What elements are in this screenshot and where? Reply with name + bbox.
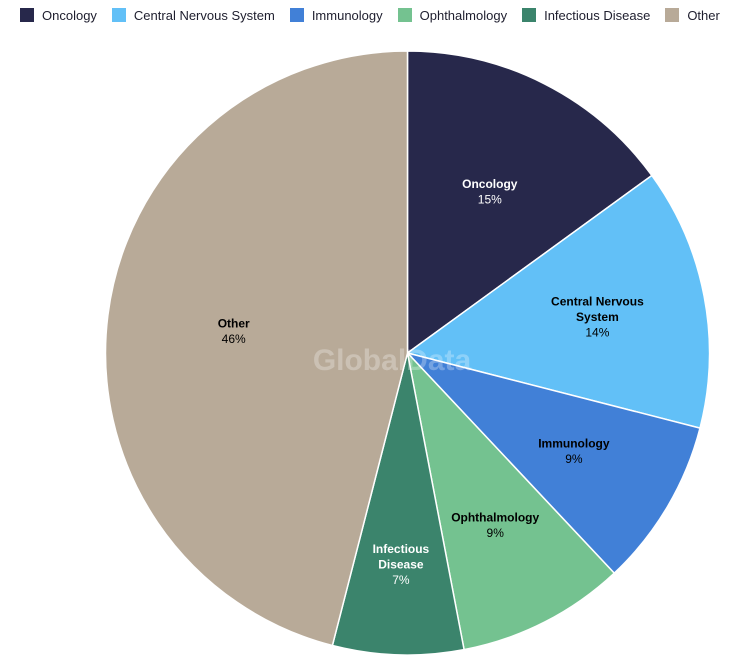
- slice-label-name: System: [576, 310, 619, 324]
- legend-item-oncology[interactable]: Oncology: [20, 8, 97, 23]
- pie-slice-infectious-disease[interactable]: [331, 352, 465, 656]
- legend-label: Ophthalmology: [419, 7, 508, 23]
- slice-label-name: Other: [218, 316, 250, 330]
- pie-slice-central-nervous-system[interactable]: [406, 174, 711, 429]
- slice-label-immunology: Immunology 9%: [538, 437, 610, 467]
- slice-label-value: 7%: [392, 573, 410, 587]
- chart-legend: Oncology Central Nervous System Immunology…: [20, 6, 720, 24]
- slice-label-name: Oncology: [462, 177, 518, 191]
- pie-slices: [104, 50, 711, 656]
- legend-swatch: [289, 8, 304, 22]
- legend-item-central-nervous-system[interactable]: Central Nervous System: [111, 7, 275, 23]
- pie-slice-immunology[interactable]: [406, 352, 701, 574]
- slice-label-value: 46%: [222, 332, 246, 346]
- pie-slice-other[interactable]: [104, 50, 409, 647]
- slice-labels: Oncology 15% Central Nervous System 14% Immun…: [218, 177, 644, 587]
- legend-swatch: [20, 8, 34, 22]
- slice-label-name: Central Nervous: [551, 294, 644, 308]
- slice-label-central-nervous-system: Central Nervous System 14%: [551, 294, 644, 339]
- slice-label-oncology: Oncology 15%: [462, 177, 518, 207]
- slice-label-name: Disease: [378, 557, 424, 571]
- legend-item-other[interactable]: Other: [665, 8, 720, 23]
- legend-swatch: [522, 8, 537, 22]
- slice-label-value: 14%: [585, 325, 609, 339]
- slice-label-name: Ophthalmology: [451, 511, 539, 525]
- slice-label-value: 15%: [478, 192, 502, 206]
- slice-label-value: 9%: [487, 526, 505, 540]
- pie-slice-oncology[interactable]: [406, 50, 653, 354]
- slice-label-name: Infectious: [373, 542, 430, 556]
- slice-label-name: Immunology: [538, 437, 610, 451]
- slice-label-other: Other 46%: [218, 316, 250, 346]
- slice-label-ophthalmology: Ophthalmology 9%: [451, 511, 539, 541]
- legend-label: Other: [687, 7, 720, 23]
- slice-label-infectious-disease: Infectious Disease 7%: [373, 542, 430, 587]
- legend-item-immunology[interactable]: Immunology: [289, 7, 383, 23]
- legend-label: Infectious Disease: [544, 7, 651, 23]
- legend-item-infectious-disease[interactable]: Infectious Disease: [522, 8, 650, 23]
- legend-swatch: [397, 8, 412, 22]
- legend-item-ophthalmology[interactable]: Ophthalmology: [397, 7, 508, 23]
- pie-slice-ophthalmology[interactable]: [406, 352, 615, 651]
- legend-label: Immunology: [311, 7, 383, 23]
- legend-swatch: [111, 8, 126, 22]
- legend-label: Oncology: [42, 7, 97, 23]
- legend-swatch: [665, 8, 680, 22]
- slice-label-value: 9%: [565, 452, 583, 466]
- watermark: GlobalData: [313, 344, 472, 377]
- legend-label: Central Nervous System: [133, 7, 275, 23]
